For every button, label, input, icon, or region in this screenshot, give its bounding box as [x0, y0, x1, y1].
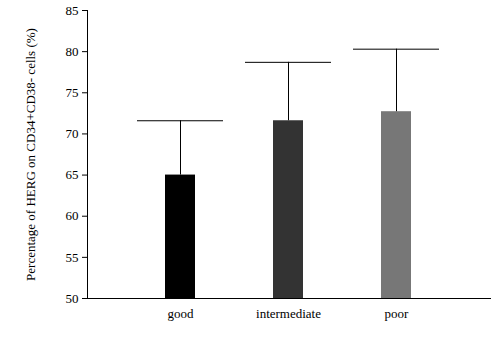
- svg-text:80: 80: [66, 44, 79, 59]
- svg-text:50: 50: [66, 291, 79, 306]
- svg-text:55: 55: [66, 250, 79, 265]
- svg-text:85: 85: [66, 3, 79, 18]
- svg-text:60: 60: [66, 208, 79, 223]
- svg-text:65: 65: [66, 167, 79, 182]
- svg-text:70: 70: [66, 126, 79, 141]
- svg-text:intermediate: intermediate: [256, 306, 321, 321]
- svg-text:poor: poor: [385, 306, 410, 321]
- svg-text:Percentage of HERG on CD34+CD3: Percentage of HERG on CD34+CD38- cells (…: [23, 28, 38, 281]
- svg-text:good: good: [168, 306, 195, 321]
- svg-text:75: 75: [66, 85, 79, 100]
